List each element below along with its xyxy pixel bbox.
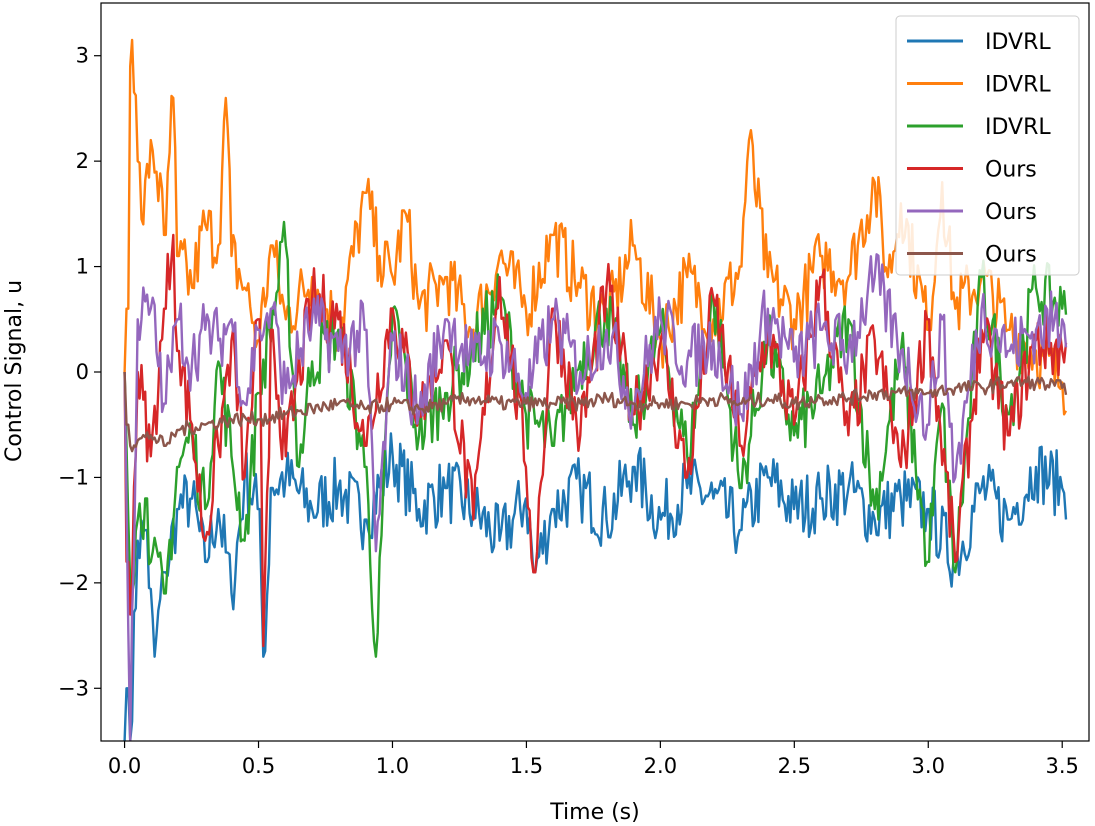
y-tick-label: 3 bbox=[76, 44, 89, 68]
x-tick-label: 2.5 bbox=[778, 754, 811, 778]
legend-label-1: IDVRL bbox=[985, 30, 1051, 55]
x-tick-label: 0.5 bbox=[242, 754, 275, 778]
x-tick-label: 1.0 bbox=[376, 754, 409, 778]
y-axis-label: Control Signal, u bbox=[2, 280, 27, 462]
legend-label-2: IDVRL bbox=[985, 73, 1051, 98]
y-tick-label: −2 bbox=[58, 571, 89, 595]
x-tick-label: 2.0 bbox=[644, 754, 677, 778]
x-tick-label: 0.0 bbox=[108, 754, 141, 778]
series-layer bbox=[123, 38, 1068, 741]
ticks-layer: 0.0 0.5 1.0 1.5 2.0 2.5 3.0 3.5 −3 −2 −1 0 1 2 3 bbox=[58, 44, 1079, 778]
y-tick-label: −3 bbox=[58, 676, 89, 700]
x-axis-label: Time (s) bbox=[549, 800, 639, 825]
x-tick-label: 3.0 bbox=[912, 754, 945, 778]
legend-label-4: Ours bbox=[985, 158, 1037, 183]
legend-label-3: IDVRL bbox=[985, 115, 1051, 140]
series-line-4 bbox=[123, 233, 1068, 648]
series-line-1 bbox=[123, 432, 1068, 741]
legend-label-6: Ours bbox=[985, 243, 1037, 268]
y-tick-label: 2 bbox=[76, 149, 89, 173]
y-tick-label: 0 bbox=[76, 360, 89, 384]
y-tick-label: −1 bbox=[58, 465, 89, 489]
y-tick-label: 1 bbox=[76, 255, 89, 279]
legend: IDVRL IDVRL IDVRL Ours Ours Ours bbox=[895, 15, 1080, 276]
series-line-6 bbox=[123, 371, 1068, 453]
x-tick-label: 1.5 bbox=[510, 754, 543, 778]
legend-label-5: Ours bbox=[985, 200, 1037, 225]
x-tick-label: 3.5 bbox=[1046, 754, 1079, 778]
series-line-5 bbox=[123, 253, 1068, 741]
